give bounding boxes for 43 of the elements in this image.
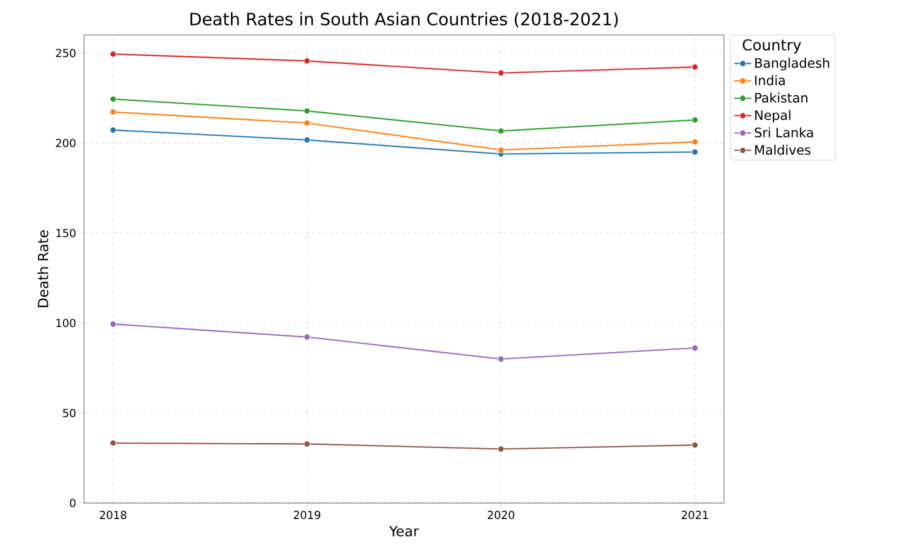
point <box>304 58 310 64</box>
y-tick-label: 0 <box>70 498 76 508</box>
legend-label: Pakistan <box>755 92 808 103</box>
legend-label: Maldives <box>755 144 810 155</box>
point <box>110 126 116 134</box>
point <box>110 96 116 102</box>
point <box>498 446 504 452</box>
point <box>498 70 504 76</box>
legend-label: Nepal <box>755 110 790 123</box>
point <box>692 64 698 70</box>
point <box>498 128 504 134</box>
point <box>692 344 698 352</box>
chart-title: Death Rates in South Asian Countries (2018-2021) <box>190 12 618 28</box>
point <box>692 442 698 448</box>
point <box>692 138 698 146</box>
y-axis-title: Death Rate <box>38 230 48 308</box>
legend-label: Sri Lanka <box>754 127 813 138</box>
point <box>304 120 310 126</box>
point <box>304 440 310 448</box>
point <box>692 148 698 156</box>
point <box>110 50 116 58</box>
legend-label: Bangladesh <box>755 58 830 70</box>
point <box>110 108 116 116</box>
point <box>692 116 698 124</box>
point <box>304 334 310 340</box>
y-tick-label: 250 <box>56 48 76 58</box>
point <box>110 320 116 328</box>
legend-label: India <box>755 75 785 86</box>
x-tick-label: 2018 <box>100 510 126 520</box>
point <box>498 146 504 154</box>
y-tick-label: 100 <box>56 318 76 328</box>
y-tick-label: 150 <box>56 228 76 238</box>
y-tick-label: 50 <box>63 408 76 418</box>
x-tick-label: 2020 <box>488 510 514 520</box>
x-axis-title: Year <box>389 526 419 536</box>
point <box>304 136 310 144</box>
y-tick-label: 200 <box>56 138 76 148</box>
x-tick-label: 2021 <box>682 510 708 520</box>
x-tick-label: 2019 <box>294 510 320 520</box>
point <box>304 108 310 114</box>
point <box>498 356 504 362</box>
point <box>110 440 116 446</box>
legend-title: Country <box>742 39 802 54</box>
